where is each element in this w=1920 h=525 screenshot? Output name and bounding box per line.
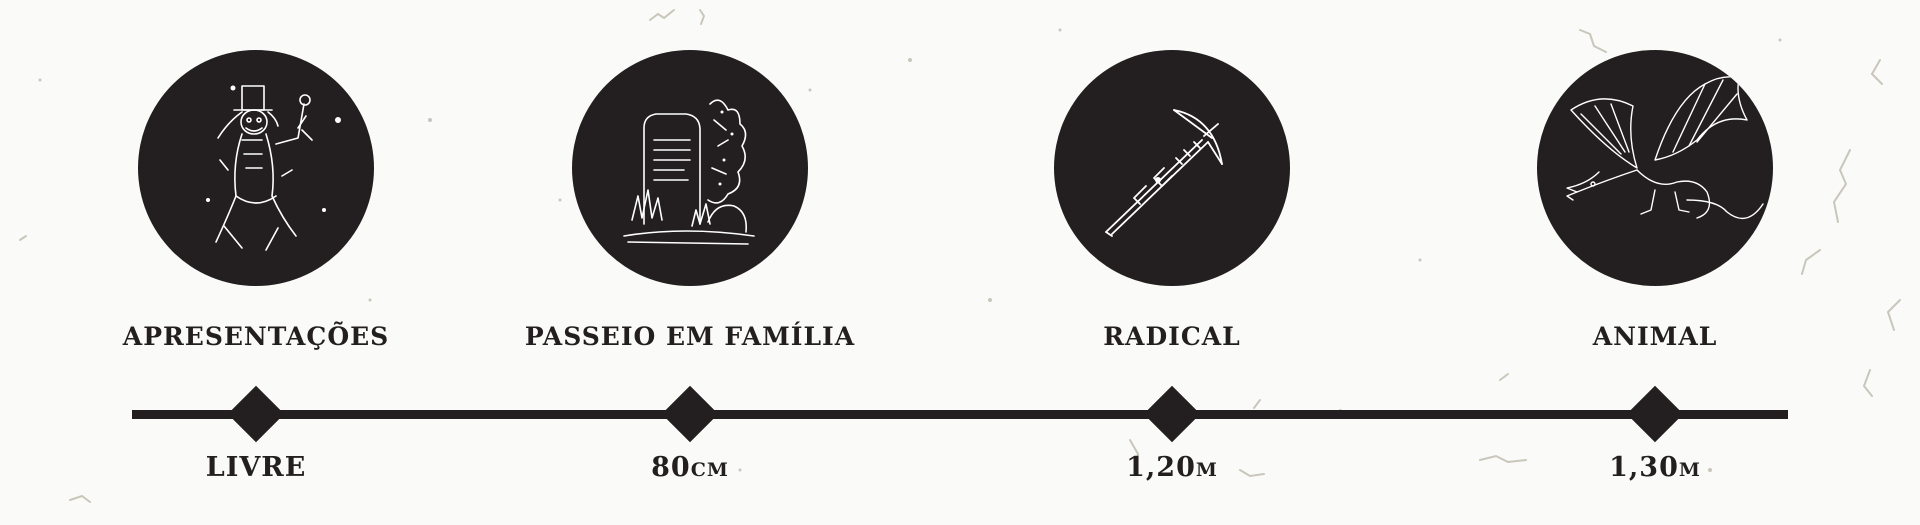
tombstone-icon (572, 50, 808, 286)
height-requirement: 1,20m (1126, 452, 1218, 483)
category-label: ANIMAL (1592, 322, 1718, 351)
category-label: APRESENTAÇÕES (122, 322, 390, 351)
dragon-icon (1537, 50, 1773, 286)
category-apresentacoes: APRESENTAÇÕES LIVRE (76, 0, 436, 525)
height-requirement: LIVRE (205, 452, 307, 483)
height-requirement: 1,30m (1609, 452, 1701, 483)
ghost-magician-icon (138, 50, 374, 286)
category-label: RADICAL (1103, 322, 1241, 351)
category-label: PASSEIO EM FAMÍLIA (524, 322, 856, 351)
category-radical: RADICAL 1,20m (992, 0, 1352, 525)
height-requirement: 80cm (651, 452, 729, 483)
timeline-bar (132, 410, 1788, 419)
category-passeio-em-familia: PASSEIO EM FAMÍLIA 80cm (510, 0, 870, 525)
category-animal: ANIMAL 1,30m (1475, 0, 1835, 525)
crossbow-icon (1054, 50, 1290, 286)
